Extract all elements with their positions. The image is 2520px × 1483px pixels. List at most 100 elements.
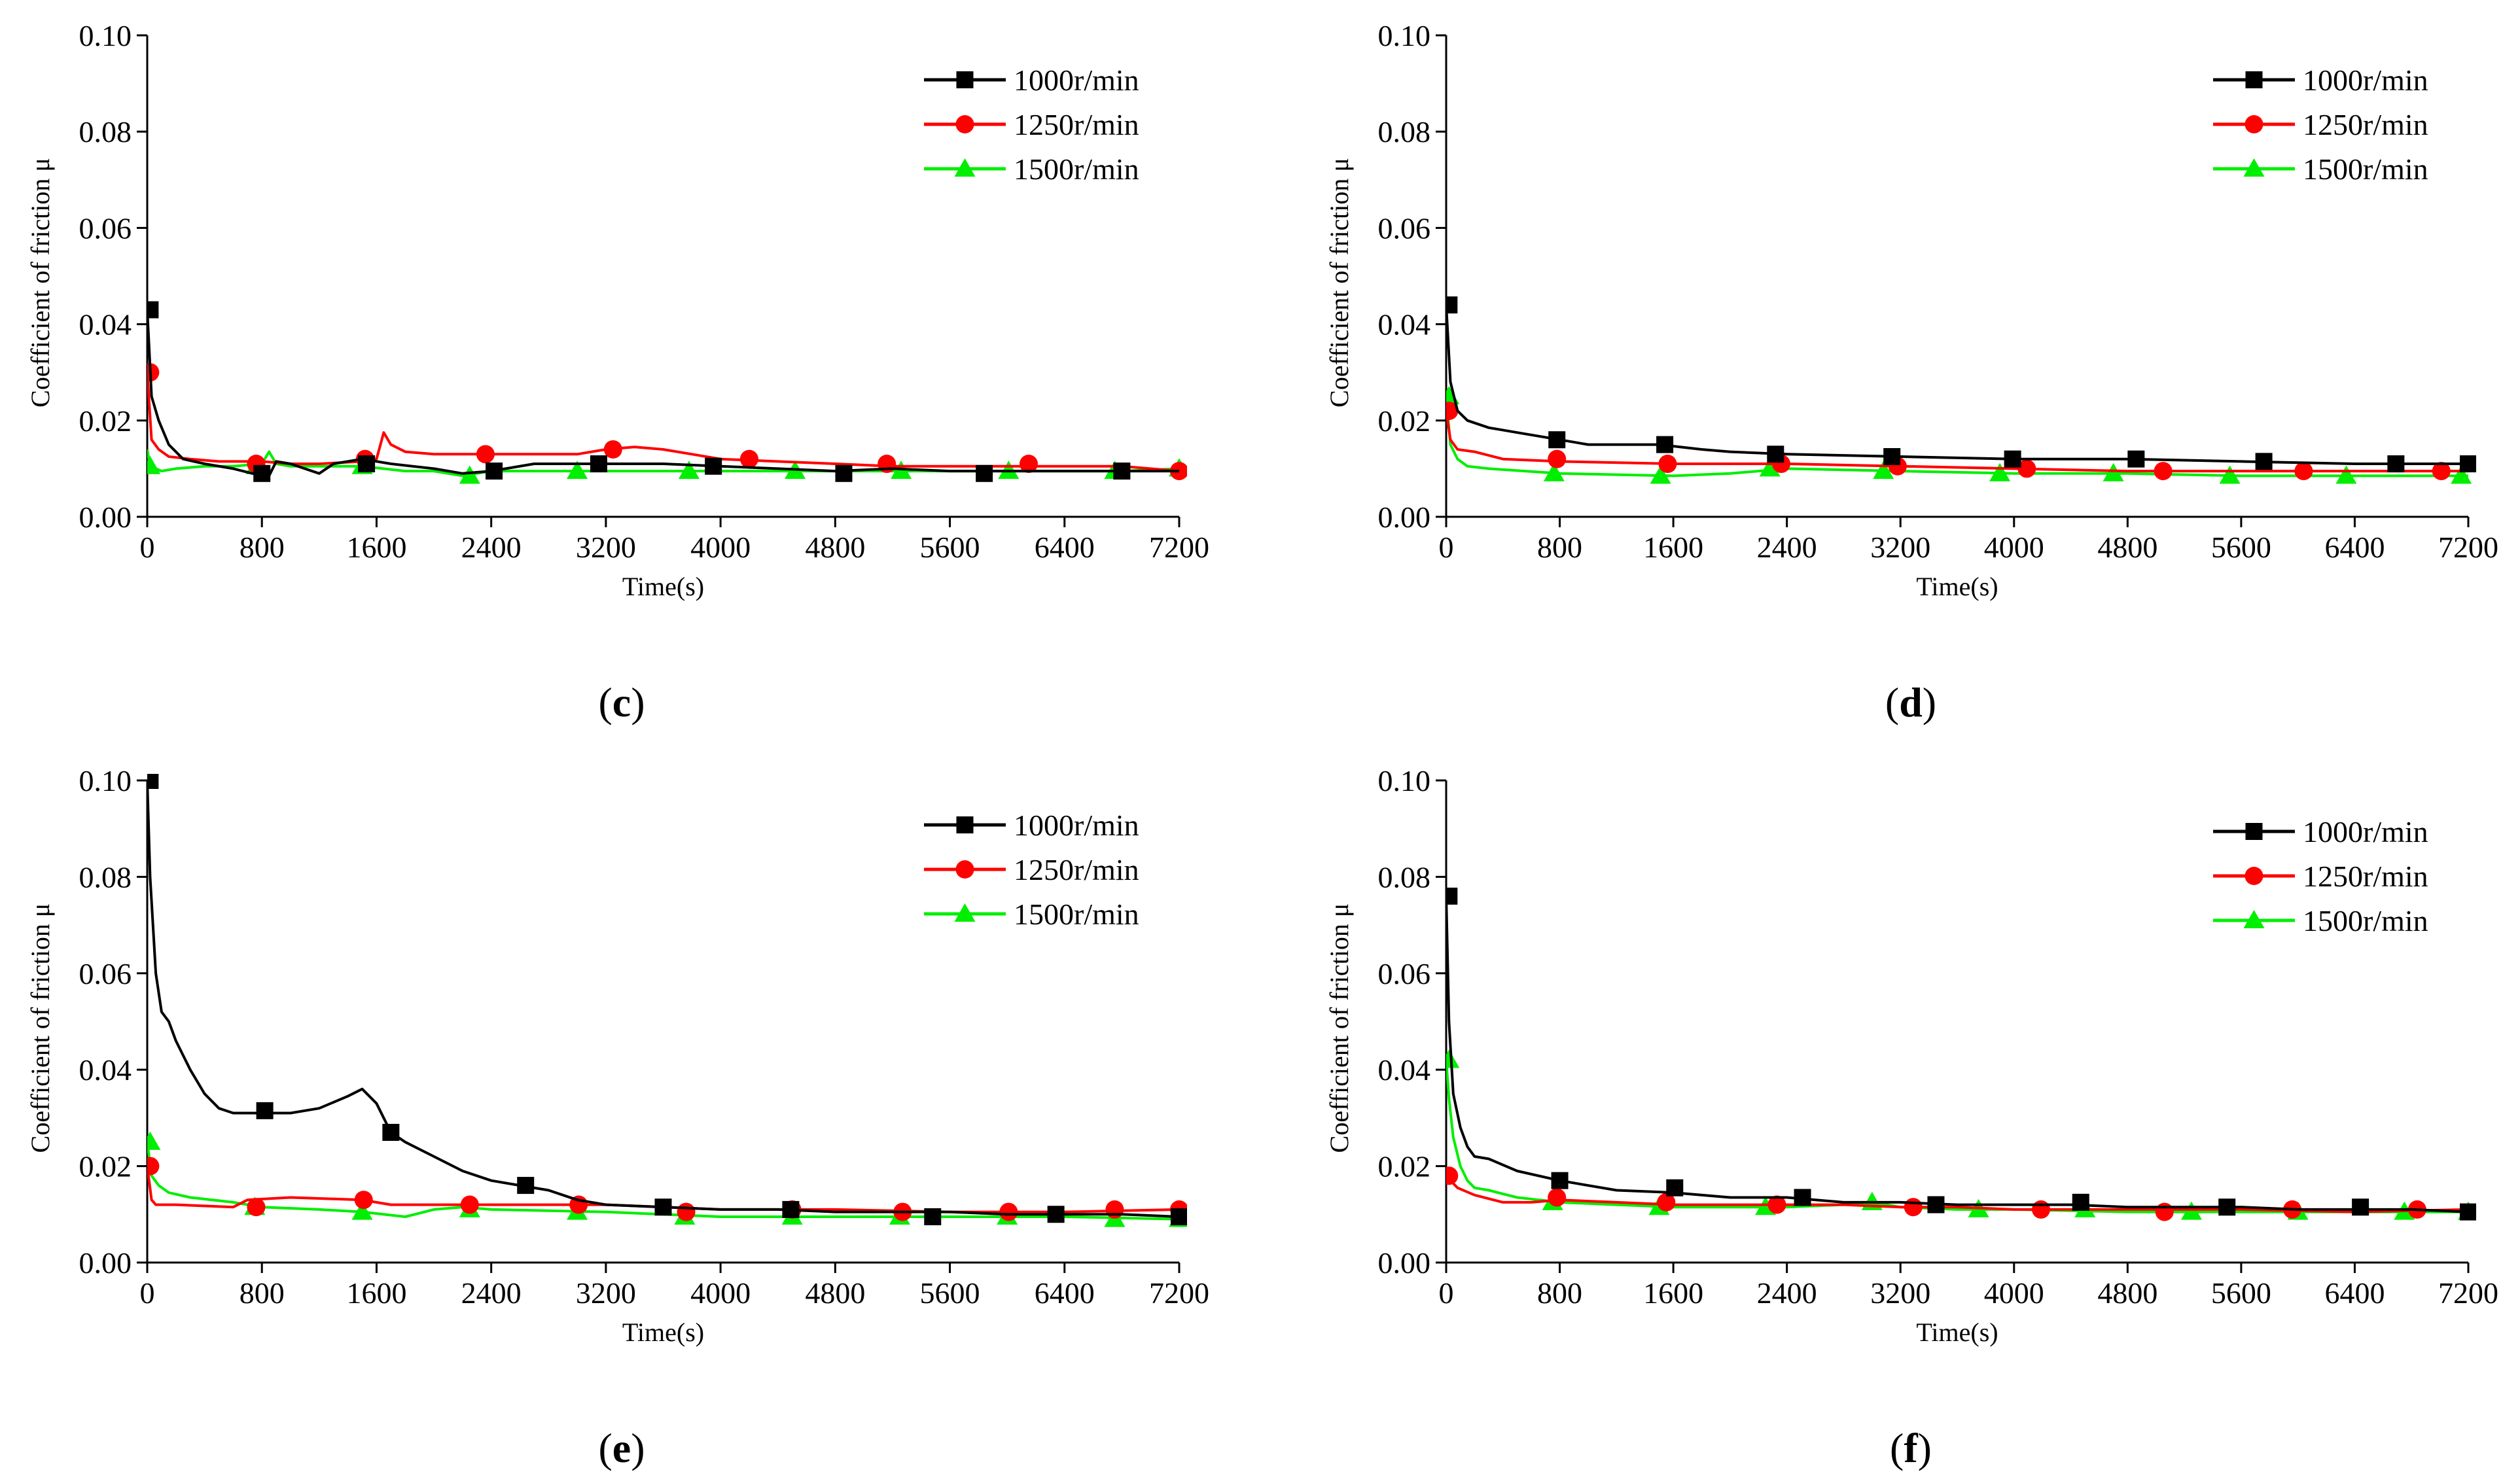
- panel-c-series-1000rmin-point: [1113, 462, 1131, 480]
- panel-d-x-tick-label: 800: [1537, 531, 1582, 564]
- panel-e-y-tick-label: 0.08: [79, 860, 132, 894]
- panel-f-legend-marker: [2245, 823, 2263, 840]
- panel-d-series-1000rmin-point: [2460, 455, 2476, 473]
- panel-d-series-1250rmin-point: [1548, 449, 1567, 468]
- panel-e-series-1250rmin-point: [147, 1157, 160, 1176]
- panel-f-series-1250rmin-point: [1767, 1195, 1786, 1214]
- panel-e-legend-marker: [955, 860, 974, 879]
- panel-e-legend-label: 1000r/min: [1014, 809, 1139, 842]
- panel-d-legend-marker: [2245, 115, 2263, 133]
- panel-e-series-1000rmin: [147, 774, 1187, 1225]
- panel-e-legend-label: 1250r/min: [1014, 853, 1139, 886]
- panel-f-x-tick-label: 7200: [2438, 1276, 2498, 1310]
- panel-e-x-tick-label: 4000: [690, 1276, 751, 1310]
- panel-c-y-tick-label: 0.02: [79, 404, 132, 438]
- panel-d-series-1500rmin-point: [1873, 461, 1894, 480]
- panel-f-series-1000rmin-point: [1666, 1179, 1684, 1196]
- panel-d-caption-letter: d: [1899, 679, 1923, 725]
- panel-f-y-tick-label: 0.00: [1378, 1246, 1431, 1280]
- panel-e-x-tick-label: 3200: [576, 1276, 636, 1310]
- panel-c-legend-marker: [955, 115, 974, 133]
- panel-d-x-tick-label: 6400: [2324, 531, 2385, 564]
- panel-d-series-1500rmin-point: [2219, 465, 2241, 484]
- panel-f-caption-letter: f: [1904, 1425, 1918, 1471]
- panel-e-series-1000rmin-point: [654, 1198, 672, 1216]
- panel-f-series-1500rmin: [1446, 1049, 2476, 1220]
- panel-e-y-tick-label: 0.00: [79, 1246, 132, 1280]
- panel-f-legend: 1000r/min 1250r/min 1500r/min: [2213, 815, 2428, 937]
- panel-c-y-tick-label: 0.08: [79, 115, 132, 148]
- panel-c-x-tick-label: 1600: [346, 531, 406, 564]
- panel-d-y-tick-label: 0.00: [1378, 500, 1431, 534]
- panel-c-x-tick-label: 4000: [690, 531, 751, 564]
- panel-e-x-axis-title: Time(s): [622, 1317, 704, 1347]
- panel-f-legend-label: 1000r/min: [2303, 815, 2428, 848]
- panel-e-x-tick-label: 4800: [805, 1276, 865, 1310]
- panel-d-series-1250rmin-point: [2432, 462, 2451, 481]
- panel-e-caption-letter: e: [612, 1425, 631, 1471]
- panel-d-x-axis-title: Time(s): [1916, 572, 1998, 601]
- panel-d-y-tick-label: 0.06: [1378, 211, 1431, 245]
- panel-c-x-tick-label: 800: [240, 531, 285, 564]
- panel-e-series-1000rmin-point: [782, 1200, 800, 1218]
- panel-d-series-1500rmin-point: [2335, 465, 2357, 484]
- panel-f: 0.00 0.02 0.04 0.06 0.08 0.10 0 800 1600 2400 3200…: [1324, 764, 2498, 1471]
- panel-e-y-axis-title: Coefficient of friction μ: [26, 903, 55, 1153]
- panel-d-x-tick-label: 2400: [1757, 531, 1817, 564]
- panel-e-series-1000rmin-point: [924, 1208, 942, 1225]
- panel-e-series-1500rmin-point: [351, 1201, 373, 1220]
- panel-d-series-1000rmin-point: [2387, 455, 2405, 473]
- panel-f-x-tick-label: 800: [1537, 1276, 1582, 1310]
- panel-f-series-1500rmin-line: [1446, 1060, 2468, 1213]
- panel-c-series-1500rmin-point: [147, 455, 161, 474]
- panel-f-series-1250rmin-point: [2155, 1202, 2174, 1221]
- panel-f-x-tick-label: 1600: [1643, 1276, 1703, 1310]
- panel-c-x-tick-label: 3200: [576, 531, 636, 564]
- panel-f-y-tick-label: 0.04: [1378, 1053, 1431, 1087]
- panel-e-series-1250rmin-point: [1105, 1200, 1124, 1219]
- panel-f-series-1250rmin-point: [1657, 1193, 1676, 1212]
- panel-f-series-1000rmin-point: [1927, 1196, 1945, 1213]
- panel-f-caption: (f): [1890, 1425, 1932, 1471]
- panel-c-caption-close: ): [631, 679, 645, 725]
- panel-f-series-1000rmin-point: [1446, 887, 1458, 905]
- panel-d-x-tick-label: 3200: [1870, 531, 1930, 564]
- panel-e-series-1250rmin-point: [354, 1191, 373, 1210]
- panel-d-series-1250rmin-point: [2154, 462, 2173, 481]
- panel-d-x-tick-label: 4000: [1984, 531, 2044, 564]
- panel-d-x-tick-label: 0: [1439, 531, 1454, 564]
- panel-e: 0.00 0.02 0.04 0.06 0.08 0.10 0 800 1600 2400 3200…: [26, 764, 1209, 1471]
- panel-c-series-1000rmin-point: [358, 455, 376, 473]
- panel-d-y-tick-label: 0.02: [1378, 404, 1431, 438]
- panel-c-series-1250rmin-point: [739, 449, 758, 468]
- panel-e-caption-open: (: [598, 1425, 612, 1471]
- panel-e-series-1250rmin-line: [147, 1166, 1180, 1213]
- panel-c-x-tick-label: 6400: [1035, 531, 1095, 564]
- panel-f-legend-marker: [2245, 867, 2263, 885]
- panel-e-x-tick-label: 5600: [920, 1276, 980, 1310]
- panel-c-legend-label: 1250r/min: [1014, 108, 1139, 141]
- panel-e-legend-marker: [956, 816, 974, 833]
- panel-c-legend-marker: [956, 71, 974, 88]
- panel-f-series-1000rmin-point: [2460, 1203, 2476, 1221]
- panel-d: 0.00 0.02 0.04 0.06 0.08 0.10 0 800 1600 2400 3200…: [1324, 19, 2498, 725]
- panel-f-y-tick-label: 0.02: [1378, 1150, 1431, 1183]
- panel-c-series-1250rmin-point: [476, 445, 495, 464]
- panel-f-series-1250rmin-point: [2031, 1200, 2050, 1219]
- panel-e-series-1250rmin-point: [247, 1198, 266, 1217]
- panel-d-legend-label: 1500r/min: [2303, 152, 2428, 186]
- panel-e-caption-close: ): [631, 1425, 645, 1471]
- panel-e-series-1000rmin-point: [147, 774, 159, 789]
- panel-f-legend-label: 1250r/min: [2303, 860, 2428, 893]
- panel-e-legend: 1000r/min 1250r/min 1500r/min: [924, 809, 1139, 931]
- panel-d-series-1250rmin: [1446, 402, 2468, 481]
- panel-d-series-1500rmin-point: [1543, 462, 1565, 481]
- panel-e-x-tick-label: 2400: [461, 1276, 522, 1310]
- panel-f-series-1000rmin-point: [1551, 1172, 1569, 1189]
- panel-c-series-1500rmin-point: [998, 461, 1020, 480]
- panel-f-y-tick-label: 0.08: [1378, 860, 1431, 894]
- panel-e-series-1500rmin-point: [147, 1131, 161, 1150]
- panel-c-y-tick-label: 0.10: [79, 19, 132, 52]
- panel-d-y-axis-title: Coefficient of friction μ: [1324, 158, 1354, 408]
